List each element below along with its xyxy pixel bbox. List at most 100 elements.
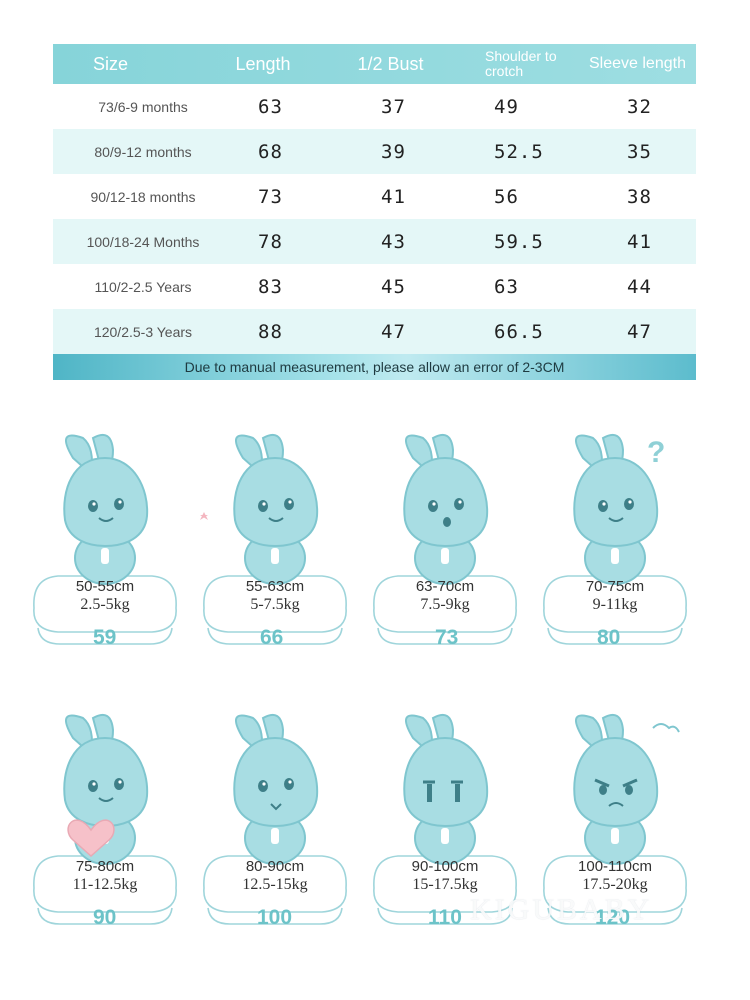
size-number: 59 xyxy=(93,626,117,649)
heart-icon xyxy=(67,819,115,858)
weight-range: 2.5-5kg xyxy=(80,596,130,613)
table-row: 120/2.5-3 Years 88 47 66.5 47 xyxy=(53,309,696,354)
height-range: 100-110cm xyxy=(578,858,652,875)
cell-bust: 41 xyxy=(381,185,406,208)
question-mark-icon: ? xyxy=(647,436,665,469)
size-card: 75-80cm 11-12.5kg 90 xyxy=(25,710,185,950)
measurement-note: Due to manual measurement, please allow … xyxy=(53,354,696,380)
cell-shoulder: 59.5 xyxy=(494,230,544,253)
steam-icon xyxy=(652,723,680,733)
bunny-mascot-icon xyxy=(403,434,489,585)
cell-bust: 39 xyxy=(381,140,406,163)
cell-size: 110/2-2.5 Years xyxy=(94,278,192,295)
table-row: 110/2-2.5 Years 83 45 63 44 xyxy=(53,264,696,309)
cell-size: 90/12-18 months xyxy=(90,188,196,205)
cushion-icon xyxy=(543,855,687,925)
cell-length: 83 xyxy=(258,275,283,298)
bunny-mascot-icon: ? xyxy=(573,434,665,585)
table-row: 100/18-24 Months 78 43 59.5 41 xyxy=(53,219,696,264)
size-number: 66 xyxy=(260,626,284,649)
size-card: 100-110cm 17.5-20kg 120 xyxy=(535,710,695,950)
cell-shoulder: 49 xyxy=(494,95,519,118)
cell-length: 73 xyxy=(258,185,283,208)
height-range: 50-55cm xyxy=(75,578,135,595)
table-row: 80/9-12 months 68 39 52.5 35 xyxy=(53,129,696,174)
cell-bust: 45 xyxy=(381,275,406,298)
bunny-mascot-icon xyxy=(403,714,489,865)
cell-bust: 37 xyxy=(381,95,406,118)
cushion-icon xyxy=(33,855,177,925)
height-range: 63-70cm xyxy=(415,578,475,595)
size-number: 120 xyxy=(595,906,631,929)
cell-size: 100/18-24 Months xyxy=(86,233,200,250)
weight-range: 5-7.5kg xyxy=(250,596,300,613)
cell-sleeve: 44 xyxy=(627,275,652,298)
table-body: 73/6-9 months 63 37 49 32 80/9-12 months 68 39 5… xyxy=(53,84,696,354)
weight-range: 11-12.5kg xyxy=(72,876,138,893)
weight-range: 9-11kg xyxy=(592,596,638,613)
table-row: 90/12-18 months 73 41 56 38 xyxy=(53,174,696,219)
size-number: 80 xyxy=(597,626,621,649)
size-card: 80-90cm 12.5-15kg 100 xyxy=(195,710,355,950)
size-number: 73 xyxy=(435,626,459,649)
cell-sleeve: 32 xyxy=(627,95,652,118)
cell-bust: 43 xyxy=(381,230,406,253)
header-shoulder-line1: Shoulder to xyxy=(485,48,557,64)
size-card: 63-70cm 7.5-9kg 73 xyxy=(365,430,525,670)
cushion-icon xyxy=(203,575,347,645)
header-sleeve: Sleeve length xyxy=(589,55,686,72)
bunny-mascot-icon xyxy=(63,434,149,585)
header-size: Size xyxy=(92,53,128,74)
height-range: 75-80cm xyxy=(75,858,135,875)
header-shoulder: Shoulder to crotch xyxy=(485,44,595,84)
cell-shoulder: 66.5 xyxy=(494,320,544,343)
cell-bust: 47 xyxy=(381,320,406,343)
cushion-icon xyxy=(203,855,347,925)
size-number: 110 xyxy=(428,906,462,929)
height-range: 80-90cm xyxy=(245,858,305,875)
weight-range: 7.5-9kg xyxy=(420,596,470,613)
bunny-mascot-icon xyxy=(573,714,680,865)
bunny-mascot-icon xyxy=(63,714,149,865)
watermark: KIGUBABY xyxy=(470,893,653,926)
bunny-mascot-icon xyxy=(200,434,319,585)
size-card: 55-63cm 5-7.5kg 66 xyxy=(195,430,355,670)
cell-shoulder: 56 xyxy=(494,185,519,208)
cell-size: 120/2.5-3 Years xyxy=(93,323,193,340)
height-range: 90-100cm xyxy=(411,858,479,875)
bunny-mascot-icon xyxy=(233,714,319,865)
weight-range: 15-17.5kg xyxy=(412,876,478,893)
weight-range: 12.5-15kg xyxy=(242,876,308,893)
cell-sleeve: 35 xyxy=(627,140,652,163)
cell-shoulder: 52.5 xyxy=(494,140,544,163)
cell-length: 63 xyxy=(258,95,283,118)
cell-sleeve: 47 xyxy=(627,320,652,343)
size-number: 100 xyxy=(257,906,293,929)
cell-length: 88 xyxy=(258,320,283,343)
cell-size: 80/9-12 months xyxy=(94,143,192,160)
weight-range: 17.5-20kg xyxy=(582,876,648,893)
cell-sleeve: 41 xyxy=(627,230,652,253)
size-chart-table: Size Length 1/2 Bust Shoulder to crotch … xyxy=(53,44,696,354)
height-range: 70-75cm xyxy=(585,578,645,595)
table-header: Size Length 1/2 Bust Shoulder to crotch … xyxy=(53,44,696,84)
header-shoulder-line2: crotch xyxy=(485,63,524,79)
header-bust: 1/2 Bust xyxy=(357,53,424,74)
cell-sleeve: 38 xyxy=(627,185,652,208)
table-row: 73/6-9 months 63 37 49 32 xyxy=(53,84,696,129)
size-number: 90 xyxy=(93,906,117,929)
cushion-icon xyxy=(373,855,517,925)
star-icon xyxy=(200,512,208,520)
height-range: 55-63cm xyxy=(245,578,305,595)
size-card: 50-55cm 2.5-5kg 59 xyxy=(25,430,185,670)
size-card: 90-100cm 15-17.5kg 110 xyxy=(365,710,525,950)
cell-shoulder: 63 xyxy=(494,275,519,298)
cushion-icon xyxy=(373,575,517,645)
cushion-icon xyxy=(33,575,177,645)
cell-size: 73/6-9 months xyxy=(98,98,188,115)
header-length: Length xyxy=(235,53,291,74)
cell-length: 68 xyxy=(258,140,283,163)
cell-length: 78 xyxy=(258,230,283,253)
cushion-icon xyxy=(543,575,687,645)
size-card: ? 70-75cm 9-11kg 80 xyxy=(535,430,695,670)
